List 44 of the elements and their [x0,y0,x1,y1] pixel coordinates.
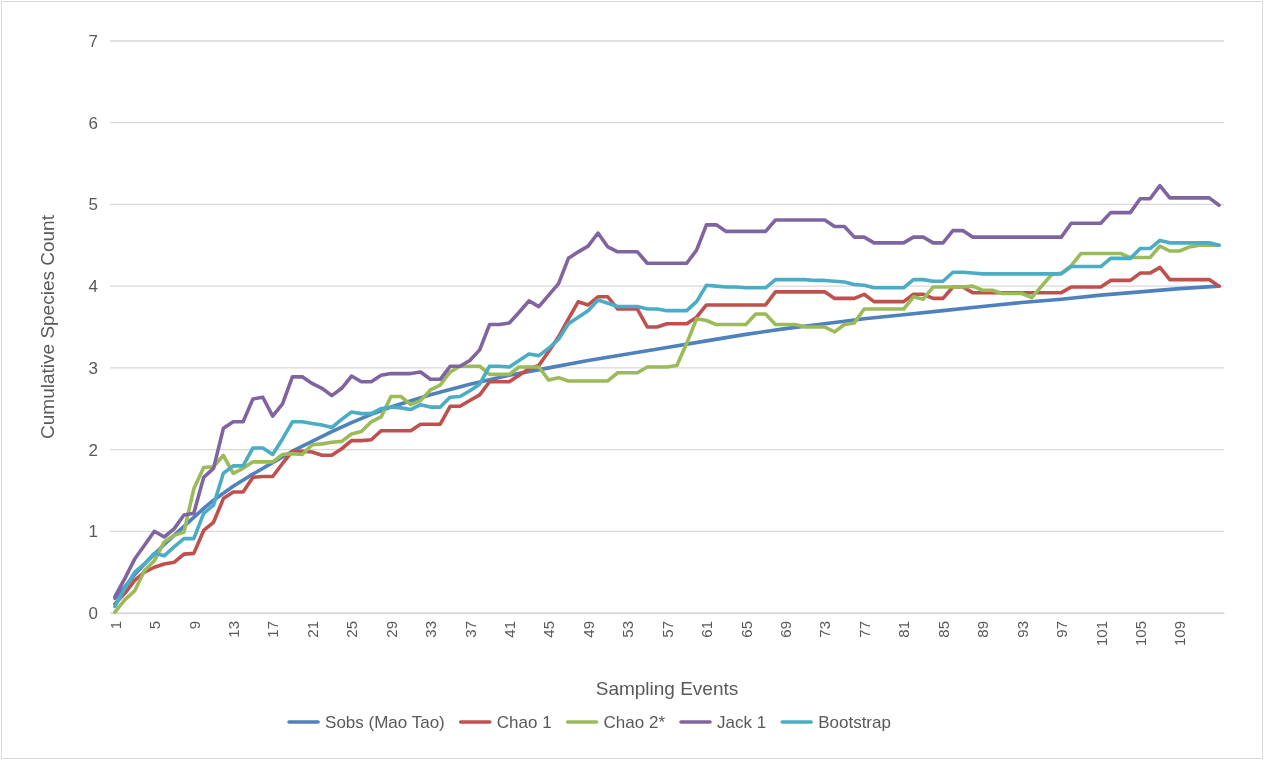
y-tick-label: 2 [88,440,98,460]
legend-label: Sobs (Mao Tao) [325,712,445,732]
x-tick-label: 17 [264,621,282,638]
y-tick-label: 3 [88,358,98,378]
legend-label: Jack 1 [717,712,767,732]
x-tick-label: 61 [698,621,716,638]
x-tick-label: 85 [934,621,952,638]
x-tick-label: 81 [895,621,913,638]
x-tick-label: 101 [1092,621,1110,647]
y-tick-label: 7 [88,31,98,51]
x-tick-label: 29 [382,621,400,638]
legend-label: Chao 2* [603,712,666,732]
x-tick-label: 13 [224,621,242,638]
x-tick-label: 25 [343,621,361,638]
y-tick-label: 1 [88,522,98,542]
y-axis-title: Cumulative Species Count [37,214,58,439]
x-tick-label: 9 [185,621,203,630]
x-tick-label: 21 [303,621,321,638]
x-tick-label: 1 [106,621,124,630]
x-tick-label: 97 [1053,621,1071,638]
x-tick-label: 93 [1013,621,1031,638]
x-axis-title: Sampling Events [595,678,739,699]
x-tick-label: 77 [855,621,873,638]
x-tick-label: 53 [619,621,637,638]
x-tick-label: 49 [579,621,597,638]
x-tick-label: 65 [737,621,755,638]
y-tick-label: 0 [88,603,98,623]
x-tick-label: 69 [777,621,795,638]
x-tick-label: 33 [422,621,440,638]
x-tick-label: 89 [974,621,992,638]
x-tick-label: 105 [1131,621,1149,647]
legend-label: Bootstrap [818,712,891,732]
x-tick-label: 5 [146,621,164,630]
y-tick-label: 6 [88,113,98,133]
x-tick-label: 37 [461,621,479,638]
y-tick-label: 4 [88,277,98,297]
legend-label: Chao 1 [496,712,552,732]
y-tick-label: 5 [88,195,98,215]
x-tick-label: 109 [1171,621,1189,647]
x-tick-label: 45 [540,621,558,638]
x-tick-label: 41 [501,621,519,638]
line-series [113,183,1221,599]
x-tick-label: 73 [816,621,834,638]
x-tick-label: 57 [658,621,676,638]
